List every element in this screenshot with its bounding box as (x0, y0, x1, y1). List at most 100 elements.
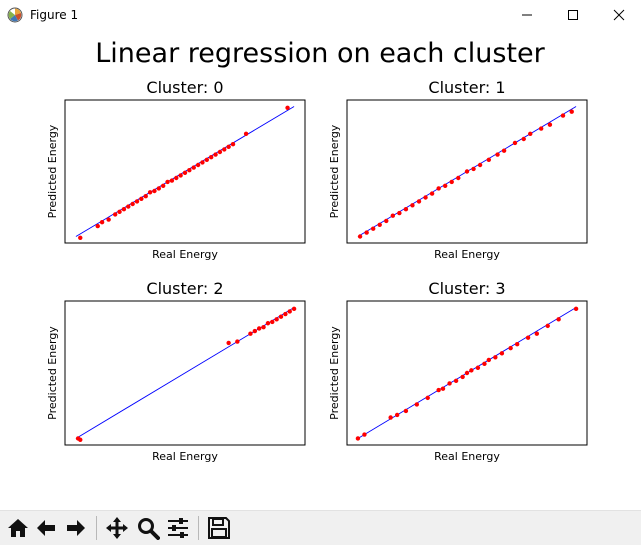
data-point (460, 374, 465, 380)
data-point (265, 321, 271, 326)
data-point (508, 345, 513, 351)
data-point (390, 213, 396, 218)
maximize-button[interactable] (550, 0, 596, 30)
data-point (388, 415, 393, 420)
data-point (416, 199, 422, 204)
data-point (464, 370, 470, 376)
magnifier-icon (138, 518, 160, 540)
back-button[interactable] (32, 514, 60, 542)
data-point (252, 328, 258, 334)
data-point (423, 195, 428, 200)
x-axis-label: Real Energy (434, 248, 500, 261)
data-point (160, 183, 166, 188)
data-point (469, 368, 474, 373)
data-point (447, 381, 452, 386)
data-point (464, 169, 470, 174)
subplot-title: Cluster: 0 (146, 78, 223, 97)
data-point (440, 386, 446, 391)
arrow-left-icon (37, 520, 55, 536)
zoom-button[interactable] (134, 514, 162, 542)
data-point (134, 199, 140, 204)
data-point (471, 166, 476, 172)
data-point (106, 217, 111, 222)
data-point (370, 226, 376, 231)
data-point (99, 220, 105, 225)
data-point (538, 126, 544, 131)
data-point (482, 361, 487, 367)
data-point (291, 306, 297, 312)
figure-suptitle: Linear regression on each cluster (95, 38, 545, 69)
data-point (362, 432, 367, 437)
data-point (117, 209, 122, 214)
data-point (213, 152, 218, 157)
figure-canvas[interactable]: Linear regression on each cluster Cluste… (0, 30, 641, 510)
data-point (278, 314, 284, 319)
data-point (547, 122, 553, 127)
floppy-disk-icon (208, 517, 230, 539)
data-point (355, 436, 361, 441)
data-point (78, 235, 83, 240)
data-point (477, 162, 483, 168)
minimize-button[interactable] (504, 0, 550, 30)
data-point (449, 179, 454, 185)
data-point (270, 319, 275, 325)
data-point (394, 412, 400, 418)
forward-button[interactable] (62, 514, 90, 542)
maximize-icon (568, 10, 578, 20)
data-point (499, 351, 505, 356)
data-point (528, 131, 533, 136)
sliders-icon (168, 518, 188, 538)
data-point (486, 357, 492, 363)
data-point (534, 331, 540, 336)
data-point (414, 402, 420, 407)
toolbar-separator (198, 516, 199, 540)
data-point (425, 395, 430, 401)
data-point (156, 186, 162, 191)
data-point (121, 207, 127, 212)
data-point (217, 149, 223, 155)
subplot-cluster-3: Cluster: 3 Real Energy Predicted Energy (328, 279, 588, 463)
data-point (560, 113, 566, 118)
data-point (143, 194, 148, 199)
data-point (436, 186, 441, 191)
save-button[interactable] (205, 514, 233, 542)
data-point (501, 148, 507, 153)
data-point (384, 218, 389, 224)
data-point (200, 160, 205, 165)
data-point (165, 179, 170, 185)
data-point (130, 201, 135, 207)
y-axis-label: Predicted Energy (46, 326, 59, 420)
data-point (112, 212, 118, 217)
data-point (248, 331, 253, 336)
y-axis-label: Predicted Energy (328, 124, 341, 218)
data-point (78, 437, 83, 442)
home-button[interactable] (4, 514, 32, 542)
data-point (364, 230, 369, 235)
close-button[interactable] (596, 0, 641, 30)
data-point (243, 131, 249, 136)
data-point (261, 324, 266, 330)
data-point (182, 170, 188, 175)
subplot-cluster-1: Cluster: 1 Real Energy Predicted Energy (328, 78, 588, 261)
data-point (410, 203, 415, 208)
subplot-cluster-2: Cluster: 2 Real Energy Predicted Energy (46, 279, 306, 463)
data-point (357, 234, 363, 239)
data-point (377, 222, 382, 227)
data-point (569, 109, 574, 114)
data-point (521, 136, 526, 142)
pan-button[interactable] (103, 514, 131, 542)
data-point (573, 306, 579, 312)
home-icon (8, 519, 28, 537)
subplot-cluster-0: Cluster: 0 Real Energy Predicted Energy (46, 78, 306, 261)
data-point (436, 387, 441, 393)
data-point (429, 191, 435, 196)
data-point (486, 157, 492, 162)
data-point (226, 340, 231, 346)
data-point (545, 323, 550, 329)
data-point (274, 317, 279, 322)
data-point (169, 178, 175, 183)
configure-subplots-button[interactable] (164, 514, 192, 542)
data-point (95, 223, 100, 229)
data-point (556, 317, 561, 322)
data-point (495, 152, 500, 157)
